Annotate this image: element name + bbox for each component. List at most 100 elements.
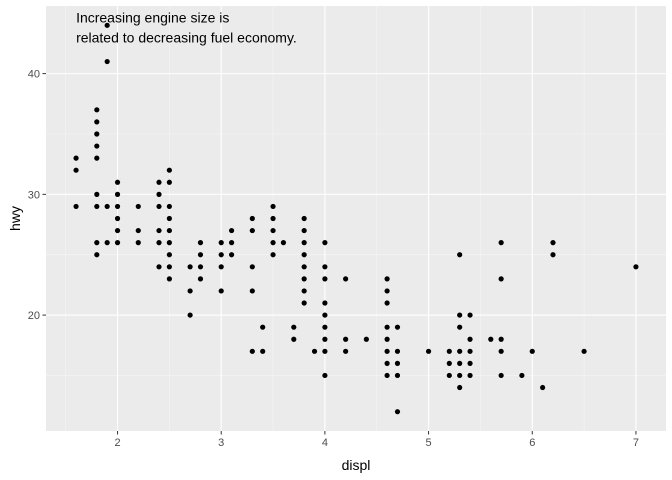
- data-point: [384, 348, 390, 354]
- data-point: [291, 336, 297, 342]
- data-point: [135, 227, 141, 234]
- data-point: [301, 252, 307, 258]
- data-point: [322, 348, 328, 354]
- data-points: [73, 22, 639, 415]
- data-point: [228, 227, 235, 234]
- data-point: [228, 252, 235, 258]
- data-point: [218, 288, 224, 294]
- data-point: [301, 215, 307, 222]
- data-point: [104, 22, 110, 28]
- data-point: [166, 276, 172, 282]
- y-axis: 20 30 40: [28, 69, 46, 322]
- data-point: [156, 240, 162, 246]
- y-tick-label: 20: [28, 310, 40, 322]
- data-point: [104, 203, 110, 210]
- data-point: [322, 336, 328, 342]
- data-point: [467, 336, 473, 342]
- data-point: [301, 300, 307, 306]
- data-point: [166, 215, 172, 222]
- data-point: [322, 312, 328, 318]
- data-point: [394, 409, 401, 415]
- data-point: [94, 203, 100, 210]
- data-point: [394, 324, 401, 330]
- data-point: [467, 360, 473, 366]
- data-point: [581, 348, 587, 354]
- data-point: [94, 252, 100, 258]
- data-point: [394, 372, 401, 379]
- plot-panel: [46, 6, 666, 431]
- x-tick-label: 5: [426, 437, 432, 449]
- data-point: [187, 264, 193, 270]
- data-point: [73, 167, 79, 173]
- x-tick-label: 7: [633, 437, 639, 449]
- data-point: [114, 203, 121, 210]
- data-point: [394, 360, 401, 366]
- data-point: [529, 348, 535, 354]
- data-point: [114, 215, 121, 222]
- data-point: [311, 348, 318, 354]
- data-point: [156, 179, 162, 185]
- data-point: [467, 372, 473, 379]
- x-axis: 2 3 4 5 6 7: [114, 431, 639, 449]
- data-point: [498, 240, 504, 246]
- data-point: [425, 348, 432, 354]
- data-point: [457, 360, 463, 366]
- data-point: [270, 252, 276, 258]
- data-point: [301, 276, 307, 282]
- data-point: [197, 276, 204, 282]
- data-point: [104, 240, 110, 246]
- data-point: [166, 240, 172, 246]
- data-point: [218, 264, 224, 270]
- data-point: [94, 143, 100, 149]
- data-point: [114, 191, 121, 197]
- data-point: [249, 227, 255, 234]
- x-tick-label: 2: [114, 437, 120, 449]
- data-point: [291, 324, 297, 330]
- data-point: [633, 264, 639, 270]
- data-point: [488, 336, 494, 342]
- data-point: [519, 372, 525, 379]
- data-point: [270, 203, 276, 210]
- x-axis-title: displ: [342, 457, 371, 473]
- data-point: [343, 276, 349, 282]
- data-point: [166, 203, 172, 210]
- data-point: [114, 240, 121, 246]
- minor-gridlines: [46, 6, 666, 431]
- data-point: [249, 348, 255, 354]
- data-point: [166, 264, 172, 270]
- data-point: [322, 276, 328, 282]
- data-point: [114, 179, 121, 185]
- x-tick-label: 6: [529, 437, 535, 449]
- data-point: [156, 264, 162, 270]
- annotation: Increasing engine size is related to dec…: [76, 9, 297, 45]
- data-point: [135, 240, 141, 246]
- data-point: [197, 252, 204, 258]
- data-point: [322, 372, 328, 379]
- annotation-line-1: Increasing engine size is: [76, 9, 229, 25]
- data-point: [540, 384, 546, 391]
- data-point: [343, 348, 349, 354]
- data-point: [301, 240, 307, 246]
- data-point: [73, 203, 79, 210]
- data-point: [301, 288, 307, 294]
- data-point: [197, 240, 204, 246]
- data-point: [322, 324, 328, 330]
- data-point: [94, 155, 100, 161]
- y-axis-title: hwy: [7, 206, 23, 231]
- data-point: [446, 372, 452, 379]
- data-point: [260, 348, 266, 354]
- y-tick-label: 30: [28, 189, 40, 201]
- data-point: [384, 324, 390, 330]
- data-point: [301, 227, 307, 234]
- data-point: [384, 276, 390, 282]
- data-point: [187, 312, 193, 318]
- data-point: [384, 336, 390, 342]
- data-point: [384, 360, 390, 366]
- data-point: [94, 119, 100, 125]
- data-point: [260, 324, 266, 330]
- data-point: [394, 348, 401, 354]
- data-point: [270, 227, 276, 234]
- data-point: [249, 264, 255, 270]
- data-point: [135, 203, 141, 210]
